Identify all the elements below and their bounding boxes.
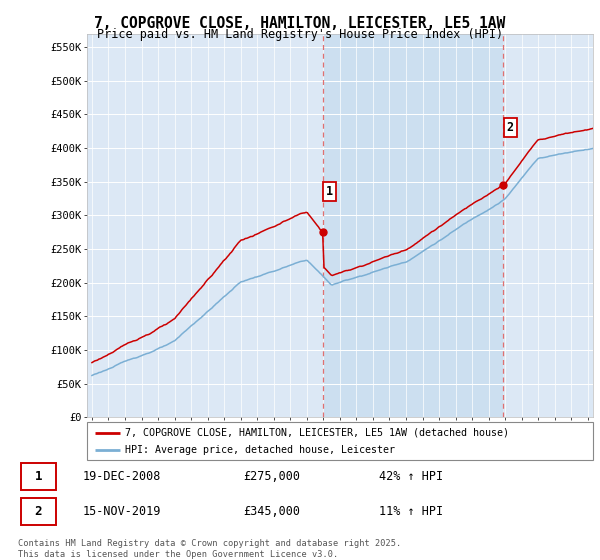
Text: 42% ↑ HPI: 42% ↑ HPI <box>379 470 443 483</box>
Text: 1: 1 <box>326 185 334 198</box>
Text: 2: 2 <box>506 121 514 134</box>
Text: 1: 1 <box>35 470 42 483</box>
Text: 7, COPGROVE CLOSE, HAMILTON, LEICESTER, LE5 1AW: 7, COPGROVE CLOSE, HAMILTON, LEICESTER, … <box>94 16 506 31</box>
FancyBboxPatch shape <box>21 463 56 490</box>
Text: HPI: Average price, detached house, Leicester: HPI: Average price, detached house, Leic… <box>125 445 395 455</box>
Text: 19-DEC-2008: 19-DEC-2008 <box>83 470 161 483</box>
Text: 11% ↑ HPI: 11% ↑ HPI <box>379 505 443 519</box>
Bar <box>323 34 503 417</box>
Text: £275,000: £275,000 <box>244 470 301 483</box>
Text: Price paid vs. HM Land Registry's House Price Index (HPI): Price paid vs. HM Land Registry's House … <box>97 28 503 41</box>
Text: Contains HM Land Registry data © Crown copyright and database right 2025.
This d: Contains HM Land Registry data © Crown c… <box>18 539 401 559</box>
Text: 7, COPGROVE CLOSE, HAMILTON, LEICESTER, LE5 1AW (detached house): 7, COPGROVE CLOSE, HAMILTON, LEICESTER, … <box>125 428 509 438</box>
FancyBboxPatch shape <box>21 498 56 525</box>
Text: 15-NOV-2019: 15-NOV-2019 <box>83 505 161 519</box>
FancyBboxPatch shape <box>87 422 593 460</box>
Text: £345,000: £345,000 <box>244 505 301 519</box>
Text: 2: 2 <box>35 505 42 519</box>
